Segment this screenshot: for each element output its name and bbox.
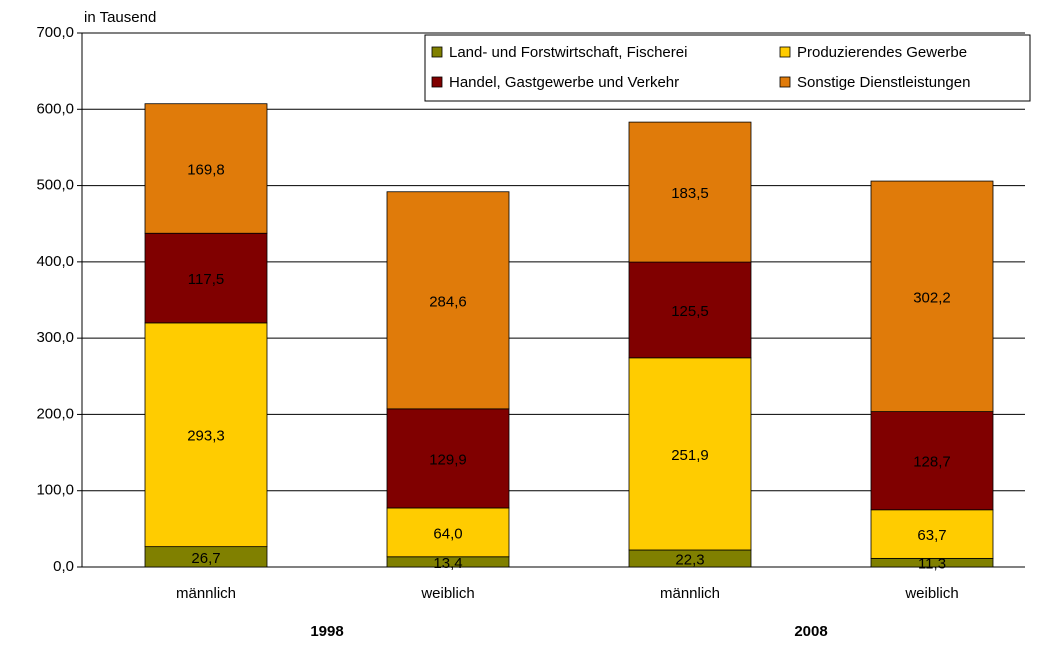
bar-segment bbox=[628, 261, 752, 359]
x-tick-label: männlich bbox=[660, 585, 720, 602]
data-label: 183,5 bbox=[671, 185, 709, 202]
bar-segment bbox=[870, 509, 994, 559]
x-tick-label: weiblich bbox=[904, 585, 958, 602]
y-tick-label: 600,0 bbox=[36, 100, 74, 117]
y-tick-label: 0,0 bbox=[53, 558, 74, 575]
bar-segment bbox=[870, 411, 994, 511]
data-label: 26,7 bbox=[191, 550, 220, 567]
y-tick-label: 500,0 bbox=[36, 177, 74, 194]
bar-segment bbox=[628, 121, 752, 263]
legend-swatch bbox=[779, 46, 791, 58]
bar-segment bbox=[144, 232, 268, 324]
legend-label: Land- und Forstwirtschaft, Fischerei bbox=[449, 44, 687, 61]
bar-segment bbox=[386, 408, 510, 509]
bar-segment bbox=[628, 357, 752, 551]
y-tick-label: 700,0 bbox=[36, 24, 74, 41]
legend-label: Handel, Gastgewerbe und Verkehr bbox=[449, 74, 679, 91]
data-label: 169,8 bbox=[187, 161, 225, 178]
data-label: 117,5 bbox=[188, 271, 224, 288]
data-label: 64,0 bbox=[433, 525, 462, 542]
legend-swatch bbox=[431, 46, 443, 58]
bar-segment bbox=[144, 322, 268, 548]
legend-box bbox=[424, 34, 1031, 102]
data-label: 129,9 bbox=[429, 451, 467, 468]
y-tick-label: 200,0 bbox=[36, 405, 74, 422]
data-label: 293,3 bbox=[187, 428, 225, 445]
data-label: 302,2 bbox=[913, 289, 951, 306]
legend-label: Sonstige Dienstleistungen bbox=[797, 74, 970, 91]
data-label: 22,3 bbox=[675, 551, 704, 568]
data-label: 13,4 bbox=[433, 555, 462, 572]
data-label: 11,3 bbox=[918, 556, 946, 573]
data-label: 128,7 bbox=[913, 454, 951, 471]
bar-segment bbox=[870, 180, 994, 413]
data-label: 284,6 bbox=[429, 293, 467, 310]
bar-segment bbox=[144, 103, 268, 234]
legend-swatch bbox=[779, 76, 791, 88]
legend-swatch bbox=[431, 76, 443, 88]
data-label: 251,9 bbox=[671, 447, 709, 464]
x-tick-label: weiblich bbox=[420, 585, 474, 602]
group-label: 2008 bbox=[794, 623, 827, 640]
group-label: 1998 bbox=[310, 623, 343, 640]
bar-segment bbox=[386, 507, 510, 558]
data-label: 125,5 bbox=[671, 303, 709, 320]
y-unit-label: in Tausend bbox=[84, 9, 156, 26]
y-tick-label: 400,0 bbox=[36, 253, 74, 270]
bar-segment bbox=[386, 191, 510, 410]
y-tick-label: 100,0 bbox=[36, 482, 74, 499]
legend-label: Produzierendes Gewerbe bbox=[797, 44, 967, 61]
x-tick-label: männlich bbox=[176, 585, 236, 602]
data-label: 63,7 bbox=[917, 527, 946, 544]
y-tick-label: 300,0 bbox=[36, 329, 74, 346]
